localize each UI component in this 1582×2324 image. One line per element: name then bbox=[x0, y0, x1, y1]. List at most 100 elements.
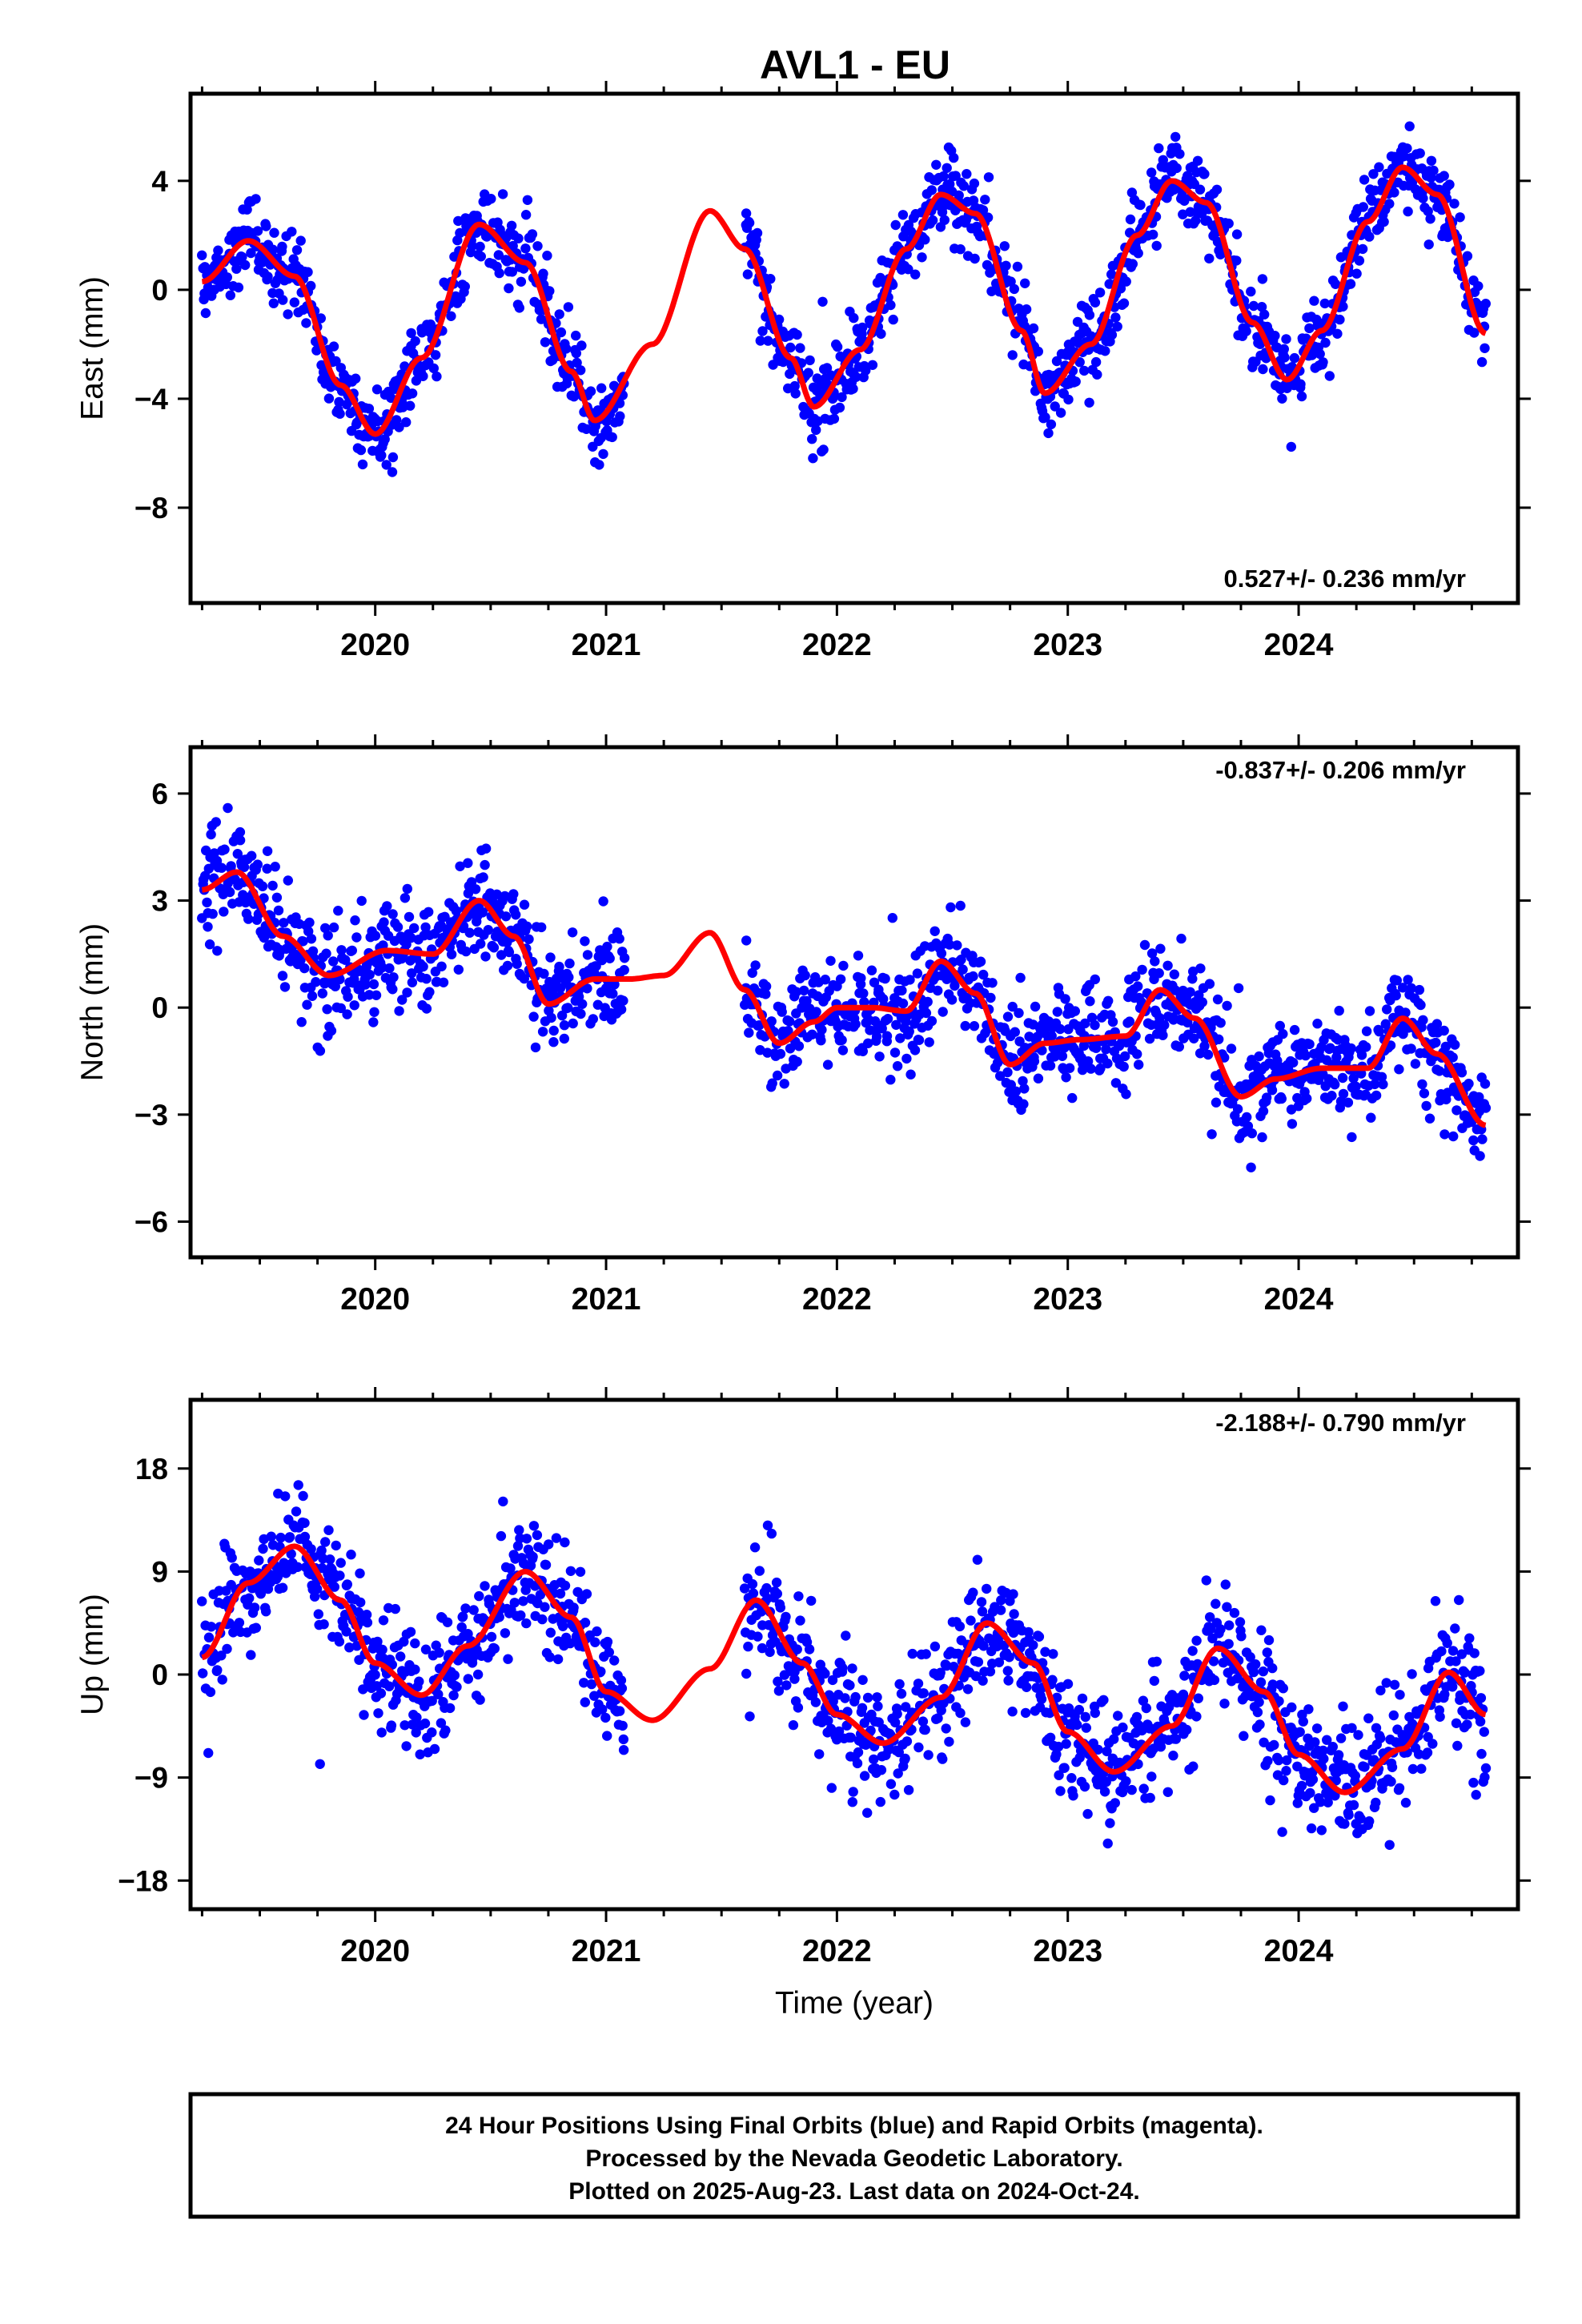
data-point bbox=[1318, 1745, 1328, 1756]
x-tick-label: 2021 bbox=[572, 628, 641, 662]
data-point bbox=[1045, 1060, 1056, 1071]
data-point bbox=[351, 373, 361, 384]
data-point bbox=[409, 923, 420, 934]
data-point bbox=[219, 907, 229, 917]
data-point bbox=[375, 1688, 387, 1699]
data-point bbox=[335, 1570, 345, 1581]
data-point bbox=[1151, 240, 1162, 251]
data-point bbox=[582, 950, 593, 960]
data-point bbox=[556, 327, 567, 338]
data-point bbox=[762, 1520, 773, 1531]
data-point bbox=[938, 1007, 948, 1017]
data-point bbox=[1193, 1693, 1204, 1703]
data-point bbox=[801, 995, 812, 1007]
data-point bbox=[920, 235, 930, 245]
data-point bbox=[755, 336, 765, 346]
data-point bbox=[511, 910, 521, 920]
data-point bbox=[1080, 1711, 1091, 1723]
data-point bbox=[421, 974, 432, 984]
data-point bbox=[1248, 300, 1259, 312]
data-point bbox=[1010, 1027, 1021, 1037]
data-point bbox=[1052, 1007, 1063, 1017]
data-point bbox=[1079, 365, 1090, 376]
data-point bbox=[781, 1611, 791, 1622]
data-point bbox=[444, 1703, 456, 1714]
data-point bbox=[1036, 1694, 1047, 1704]
data-point bbox=[1214, 1034, 1224, 1045]
data-point bbox=[333, 906, 343, 916]
data-point bbox=[1204, 253, 1215, 263]
y-tick-label: 6 bbox=[151, 778, 168, 810]
data-point bbox=[1127, 259, 1138, 269]
data-point bbox=[939, 215, 950, 225]
data-point bbox=[869, 1754, 879, 1765]
data-point bbox=[1061, 1739, 1071, 1749]
data-point bbox=[853, 951, 864, 961]
data-point bbox=[1074, 357, 1085, 368]
data-point bbox=[258, 1543, 268, 1554]
data-point bbox=[1480, 1103, 1492, 1113]
data-point bbox=[582, 983, 592, 994]
data-point bbox=[563, 1003, 573, 1013]
data-point bbox=[542, 251, 552, 261]
data-point bbox=[1146, 948, 1158, 959]
data-point bbox=[1388, 1710, 1399, 1721]
data-point bbox=[1343, 1810, 1354, 1820]
data-point bbox=[1267, 1679, 1279, 1690]
data-point bbox=[978, 969, 989, 980]
data-point bbox=[799, 985, 809, 996]
data-point bbox=[343, 991, 353, 1002]
data-point bbox=[1480, 1763, 1492, 1774]
data-point bbox=[1322, 1735, 1332, 1745]
data-point bbox=[509, 1598, 520, 1608]
data-point bbox=[397, 995, 408, 1005]
data-point bbox=[808, 453, 818, 464]
y-tick-label: −8 bbox=[135, 492, 168, 525]
data-point bbox=[1106, 269, 1117, 279]
data-point bbox=[1030, 1001, 1041, 1012]
data-point bbox=[1189, 1033, 1199, 1044]
data-point bbox=[1298, 1716, 1309, 1727]
data-point bbox=[275, 1532, 286, 1543]
data-point bbox=[262, 846, 273, 857]
data-point bbox=[504, 283, 514, 294]
data-point bbox=[1339, 1819, 1350, 1829]
data-point bbox=[551, 1533, 562, 1543]
data-point bbox=[249, 1602, 260, 1613]
data-point bbox=[835, 974, 846, 985]
data-point bbox=[1376, 1072, 1387, 1083]
panel-north: 2020 2021 2022 2023 2024 6 3 0 −3 −6 North (mm) -0.… bbox=[75, 734, 1531, 1317]
data-point bbox=[519, 899, 530, 910]
data-point bbox=[857, 1703, 868, 1713]
data-point bbox=[468, 1605, 479, 1615]
data-point bbox=[1098, 1695, 1109, 1705]
data-point bbox=[424, 987, 435, 997]
data-point bbox=[1431, 1019, 1443, 1029]
data-point bbox=[1139, 939, 1150, 951]
data-point bbox=[845, 1732, 857, 1743]
data-point bbox=[1351, 1081, 1361, 1092]
data-point bbox=[1191, 1635, 1202, 1646]
data-point bbox=[1364, 1006, 1375, 1016]
data-point bbox=[545, 1627, 556, 1638]
data-point bbox=[564, 972, 574, 983]
data-point bbox=[944, 939, 955, 950]
data-point bbox=[1450, 1623, 1460, 1634]
data-point bbox=[1179, 1671, 1190, 1681]
data-points-north bbox=[197, 802, 1492, 1173]
x-tick-label: 2024 bbox=[1264, 1282, 1334, 1317]
data-point bbox=[1067, 1092, 1078, 1104]
data-point bbox=[968, 1587, 978, 1598]
data-point bbox=[480, 1581, 490, 1591]
data-point bbox=[1061, 1072, 1071, 1083]
data-point bbox=[793, 1591, 804, 1602]
data-point bbox=[1480, 1079, 1491, 1089]
data-point bbox=[871, 1031, 882, 1042]
data-point bbox=[834, 402, 845, 413]
data-point bbox=[1188, 1761, 1199, 1771]
data-point bbox=[1292, 1761, 1303, 1771]
data-point bbox=[227, 1553, 237, 1563]
x-tick-label: 2020 bbox=[340, 1934, 410, 1968]
data-point bbox=[556, 1010, 568, 1021]
data-point bbox=[1211, 184, 1223, 195]
